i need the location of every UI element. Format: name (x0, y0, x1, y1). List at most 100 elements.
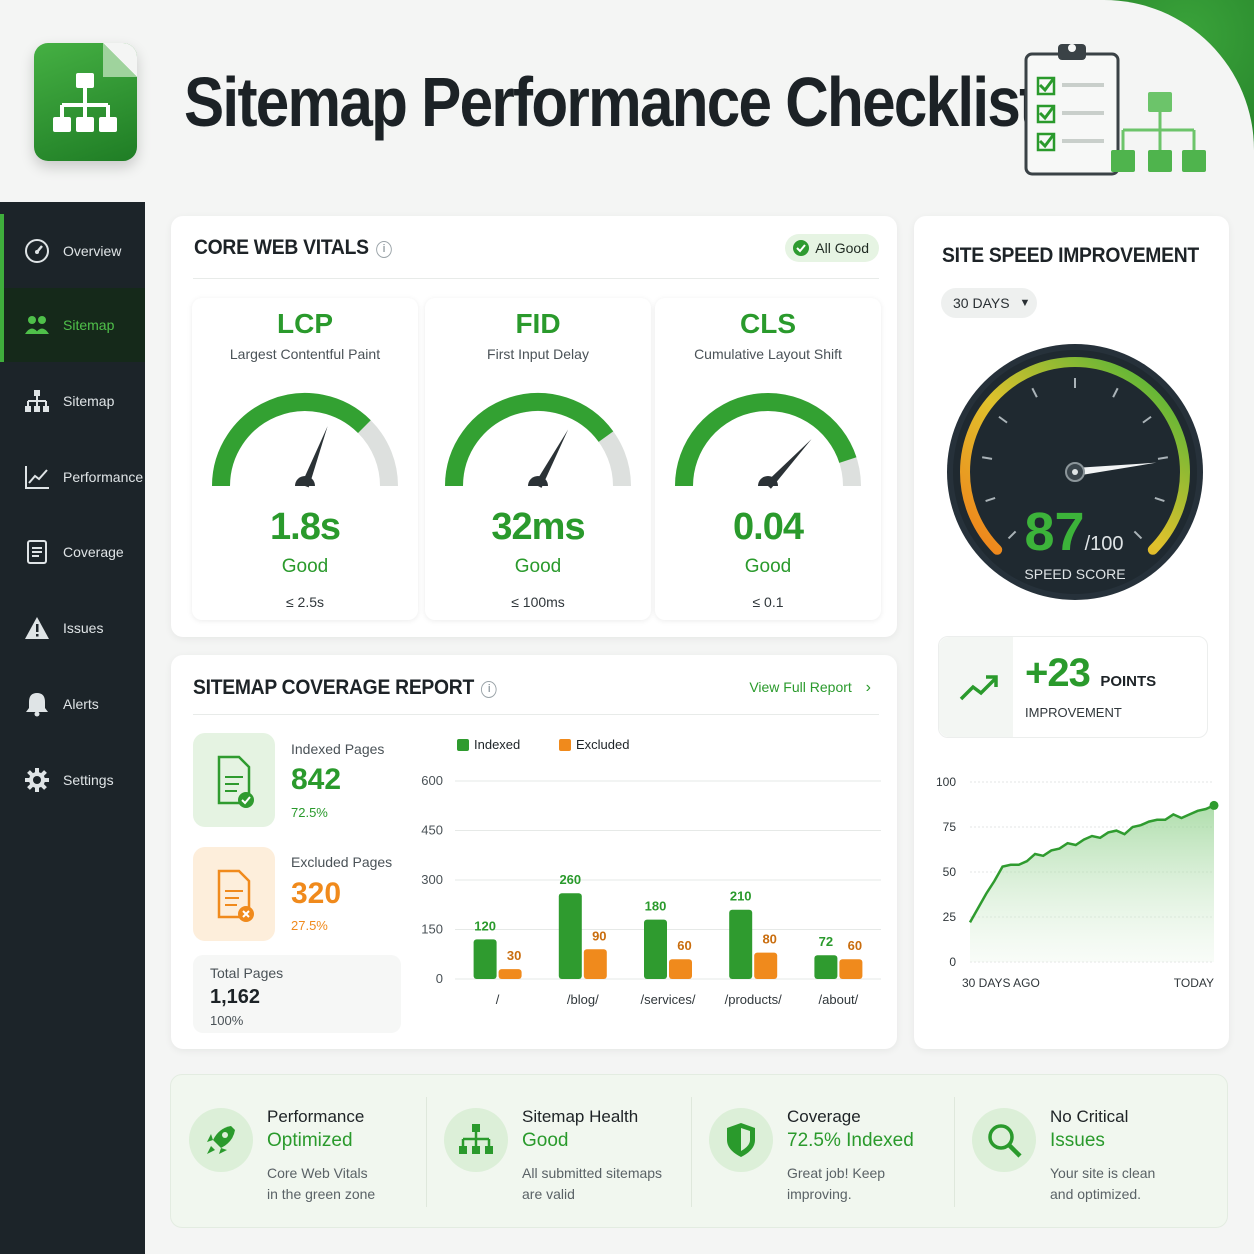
summary-desc: Great job! Keep improving. (787, 1165, 886, 1202)
vital-value: 0.04 (733, 506, 804, 548)
speed-score: 87/100 (1024, 502, 1124, 562)
vital-name: Cumulative Layout Shift (694, 346, 842, 362)
legend-swatch (457, 739, 469, 751)
bar-value-label: 60 (677, 938, 691, 953)
y-tick-label: 300 (421, 872, 443, 887)
y-tick-label: 100 (936, 775, 956, 789)
users-icon (23, 311, 51, 339)
site-speed-card: SITE SPEED IMPROVEMENT 30 DAYS ▼ 87/100 … (914, 216, 1229, 1049)
speed-trend-chart: 0 25 50 75 100 30 DAYS AGO TODAY (936, 775, 1219, 990)
gauge-fill (212, 393, 371, 487)
gauge-lcp (212, 393, 398, 488)
gauge-tick (1133, 530, 1143, 540)
bar (729, 909, 753, 979)
vital-status: Good (281, 556, 329, 577)
gauge-tick (1007, 530, 1017, 540)
sidebar-item-coverage[interactable]: Coverage (0, 515, 145, 589)
excluded-pct: 27.5% (291, 918, 328, 933)
total-value: 1,162 (210, 986, 261, 1008)
vital-card-fid: FID First Input Delay 32ms Good ≤ 100ms (425, 298, 651, 620)
sidebar-item-alerts[interactable]: Alerts (0, 667, 145, 741)
sitemap-logo-icon (53, 73, 117, 132)
legend-label: Indexed (474, 737, 520, 752)
document-check-icon (217, 755, 254, 808)
sidebar-item-sitemap-active[interactable]: Sitemap (0, 288, 145, 362)
gauge-tick (985, 497, 996, 502)
sidebar-item-sitemap[interactable]: Sitemap (0, 364, 145, 438)
y-tick-label: 75 (943, 820, 957, 834)
sidebar-item-issues[interactable]: Issues (0, 591, 145, 665)
sidebar-item-label: Performance (63, 469, 144, 485)
area-fill (970, 805, 1214, 962)
gauge-hub-center (1072, 469, 1078, 475)
warning-icon (23, 614, 51, 642)
document-icon (23, 538, 51, 566)
total-pages-box: Total Pages 1,162 100% (193, 955, 401, 1033)
gauge-icon (23, 237, 51, 265)
summary-desc: Core Web Vitals in the green zone (267, 1165, 376, 1202)
sidebar-item-settings[interactable]: Settings (0, 743, 145, 817)
summary-coverage: Coverage 72.5% Indexed Great job! Keep im… (691, 1075, 954, 1229)
bar-value-label: 30 (507, 948, 521, 963)
sidebar-item-label: Settings (63, 772, 114, 788)
search-icon (972, 1108, 1036, 1172)
summary-sitemap-health: Sitemap Health Good All submitted sitema… (426, 1075, 691, 1229)
gear-icon (23, 766, 51, 794)
gauge-needle (1074, 462, 1157, 476)
bar (839, 959, 863, 979)
info-icon[interactable]: i (376, 241, 392, 258)
gauge-tick (1112, 387, 1119, 398)
gauge-tick (1154, 497, 1165, 502)
vital-abbr: FID (515, 308, 561, 339)
y-tick-label: 600 (421, 773, 443, 788)
x-tick-label: /products/ (725, 992, 782, 1007)
summary-issues: No Critical Issues Your site is clean and… (954, 1075, 1224, 1229)
speed-gauge (947, 344, 1203, 600)
bar-value-label: 60 (848, 938, 862, 953)
sidebar-item-label: Coverage (63, 544, 124, 560)
bar (814, 955, 838, 979)
range-select[interactable]: 30 DAYS ▼ (941, 288, 1037, 318)
vital-value: 32ms (491, 506, 585, 548)
sidebar-item-performance[interactable]: Performance (0, 440, 145, 514)
bar (473, 939, 497, 979)
sidebar-item-overview[interactable]: Overview (0, 214, 145, 288)
gauge-tick (1142, 415, 1152, 424)
y-tick-label: 0 (436, 971, 443, 986)
info-icon[interactable]: i (481, 681, 498, 698)
gauge-cls (675, 393, 861, 489)
summary-title: No Critical (1050, 1107, 1129, 1126)
header: Sitemap Performance Checklist (0, 0, 1254, 202)
vital-card-cls: CLS Cumulative Layout Shift 0.04 Good ≤ … (655, 298, 881, 620)
card-title: CORE WEB VITALS i (194, 236, 392, 260)
gauge-tick (1157, 456, 1168, 460)
indexed-pages-icon-box (193, 733, 275, 827)
bar (583, 949, 607, 979)
chevron-right-icon: › (865, 679, 871, 696)
gauge-fill (675, 393, 857, 487)
gauge-hub (528, 476, 548, 486)
sidebar-item-label: Issues (63, 620, 104, 636)
bar (644, 919, 667, 979)
vital-threshold: ≤ 0.1 (752, 594, 784, 610)
sidebar: Overview Sitemap Sitemap Performance Cov… (0, 202, 145, 1254)
sidebar-item-label: Sitemap (63, 393, 115, 409)
y-tick-label: 50 (943, 865, 957, 879)
bar (754, 952, 778, 979)
check-circle-icon (793, 240, 810, 256)
shield-icon (709, 1108, 773, 1172)
gauge-hub (295, 476, 315, 486)
summary-status: 72.5% Indexed (787, 1130, 914, 1151)
total-label: Total Pages (210, 965, 284, 981)
gauge-arc (960, 357, 1190, 555)
indexed-value: 842 (291, 763, 342, 796)
bar-value-label: 80 (762, 932, 776, 947)
vital-status: Good (514, 556, 562, 577)
bar-value-label: 260 (559, 872, 581, 887)
page-title: Sitemap Performance Checklist (184, 63, 1039, 141)
legend-label: Excluded (576, 737, 629, 752)
gauge-tick (1031, 387, 1038, 398)
y-tick-label: 150 (421, 922, 443, 937)
view-full-report-link[interactable]: View Full Report › (749, 679, 871, 696)
